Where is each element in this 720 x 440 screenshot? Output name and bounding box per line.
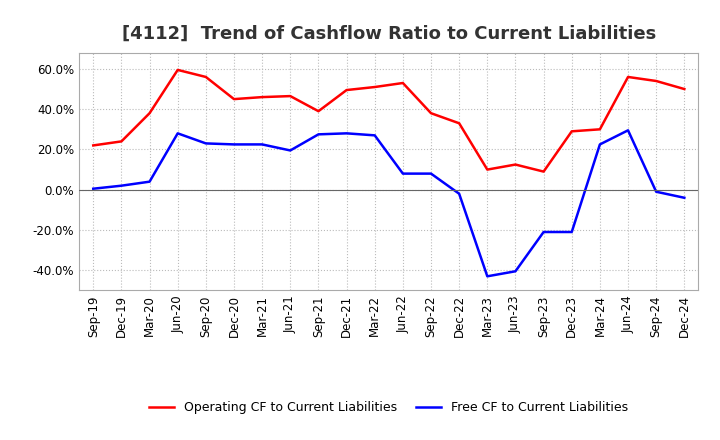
Operating CF to Current Liabilities [286, 93, 294, 99]
Operating CF to Current Liabilities [399, 81, 408, 86]
Free CF to Current Liabilities [370, 133, 379, 138]
Operating CF to Current Liabilities [567, 128, 576, 134]
Operating CF to Current Liabilities [483, 167, 492, 172]
Line: Free CF to Current Liabilities: Free CF to Current Liabilities [94, 130, 684, 276]
Free CF to Current Liabilities [455, 191, 464, 196]
Operating CF to Current Liabilities [145, 110, 154, 116]
Free CF to Current Liabilities [595, 142, 604, 147]
Free CF to Current Liabilities [624, 128, 632, 133]
Operating CF to Current Liabilities [230, 96, 238, 102]
Operating CF to Current Liabilities [539, 169, 548, 174]
Free CF to Current Liabilities [117, 183, 126, 188]
Operating CF to Current Liabilities [370, 84, 379, 90]
Free CF to Current Liabilities [567, 229, 576, 235]
Legend: Operating CF to Current Liabilities, Free CF to Current Liabilities: Operating CF to Current Liabilities, Fre… [144, 396, 634, 419]
Free CF to Current Liabilities [539, 229, 548, 235]
Free CF to Current Liabilities [174, 131, 182, 136]
Operating CF to Current Liabilities [652, 78, 660, 84]
Operating CF to Current Liabilities [455, 121, 464, 126]
Free CF to Current Liabilities [511, 269, 520, 274]
Operating CF to Current Liabilities [314, 109, 323, 114]
Free CF to Current Liabilities [652, 189, 660, 194]
Operating CF to Current Liabilities [202, 74, 210, 80]
Title: [4112]  Trend of Cashflow Ratio to Current Liabilities: [4112] Trend of Cashflow Ratio to Curren… [122, 25, 656, 43]
Operating CF to Current Liabilities [342, 88, 351, 93]
Operating CF to Current Liabilities [174, 67, 182, 73]
Free CF to Current Liabilities [314, 132, 323, 137]
Operating CF to Current Liabilities [427, 110, 436, 116]
Free CF to Current Liabilities [342, 131, 351, 136]
Operating CF to Current Liabilities [258, 95, 266, 100]
Free CF to Current Liabilities [680, 195, 688, 200]
Free CF to Current Liabilities [258, 142, 266, 147]
Operating CF to Current Liabilities [680, 86, 688, 92]
Free CF to Current Liabilities [427, 171, 436, 176]
Line: Operating CF to Current Liabilities: Operating CF to Current Liabilities [94, 70, 684, 172]
Operating CF to Current Liabilities [595, 127, 604, 132]
Operating CF to Current Liabilities [89, 143, 98, 148]
Free CF to Current Liabilities [230, 142, 238, 147]
Operating CF to Current Liabilities [511, 162, 520, 167]
Free CF to Current Liabilities [89, 186, 98, 191]
Free CF to Current Liabilities [286, 148, 294, 153]
Free CF to Current Liabilities [399, 171, 408, 176]
Free CF to Current Liabilities [145, 179, 154, 184]
Free CF to Current Liabilities [202, 141, 210, 146]
Operating CF to Current Liabilities [117, 139, 126, 144]
Free CF to Current Liabilities [483, 274, 492, 279]
Operating CF to Current Liabilities [624, 74, 632, 80]
